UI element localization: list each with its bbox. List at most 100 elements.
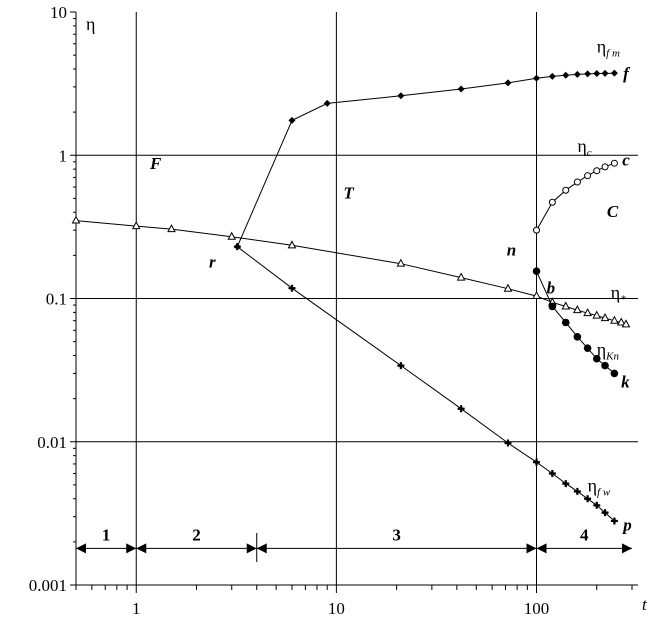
data-point (561, 318, 570, 327)
series-label: ηKn (597, 340, 620, 363)
data-point (227, 231, 237, 240)
series-label-subscript: f m (606, 48, 620, 60)
data-point (610, 369, 619, 378)
grid-lines (76, 12, 638, 585)
curve-letter: r (209, 252, 216, 271)
data-point (288, 116, 296, 124)
region-label: 3 (392, 525, 401, 544)
region-arrow-head-right (126, 543, 137, 554)
curve-letter: n (507, 240, 516, 259)
region-label: 4 (580, 525, 589, 544)
y-tick-label: 10 (50, 3, 67, 22)
region-label: 1 (102, 525, 111, 544)
data-point (573, 70, 581, 78)
data-point (584, 70, 592, 78)
curve-letter: C (607, 202, 619, 221)
curve-letter: b (547, 279, 556, 298)
series (233, 69, 618, 251)
region-arrow: 4 (536, 525, 632, 554)
series-label: ηf w (588, 475, 611, 498)
data-point (71, 215, 81, 224)
data-point (583, 344, 592, 352)
curve-letter: F (149, 154, 162, 173)
region-arrow-head-left (76, 543, 86, 554)
data-point (323, 99, 331, 107)
y-tick-label: 1 (59, 146, 68, 165)
x-tick-label: 1 (132, 599, 141, 618)
data-point (532, 267, 541, 276)
region-label: 2 (192, 525, 201, 544)
series (532, 267, 619, 378)
data-point (532, 291, 541, 300)
data-point-core (290, 286, 294, 291)
region-arrow: 3 (256, 525, 537, 554)
data-point (131, 221, 141, 230)
data-point (621, 319, 631, 328)
series-label: ηc (577, 136, 591, 159)
region-arrow-head-left (256, 543, 267, 554)
data-point (610, 315, 619, 324)
y-tick-label: 0.1 (46, 290, 67, 309)
series-label-main: η (597, 37, 606, 57)
data-point-core (550, 471, 555, 476)
series-label-main: η (611, 283, 620, 303)
data-point (504, 79, 512, 87)
data-point (456, 272, 466, 281)
x-tick-label: 100 (524, 599, 550, 618)
curve-letter: f (623, 64, 631, 83)
data-point (592, 354, 601, 363)
data-point (548, 302, 557, 311)
data-point-core (612, 519, 617, 523)
series-label-subscript: * (620, 294, 626, 306)
series-line (536, 162, 615, 231)
series-label-main: η (577, 136, 586, 156)
curve-letter: T (343, 183, 354, 202)
data-point (583, 308, 592, 317)
data-point (616, 317, 626, 326)
series-label-subscript: f w (597, 486, 611, 498)
data-point-core (534, 460, 539, 464)
series-line (75, 220, 627, 325)
data-point (503, 283, 513, 292)
region-arrow-head-right (526, 543, 537, 554)
data-point-core (506, 441, 510, 445)
data-point-core (235, 244, 240, 249)
data-point (167, 224, 176, 233)
data-point-core (459, 406, 463, 411)
series-label-main: η (597, 340, 606, 360)
data-point (562, 71, 570, 79)
data-point (593, 70, 601, 78)
series-label: η* (611, 283, 626, 306)
series-label: ηf m (597, 37, 620, 60)
series-label-subscript: Kn (605, 351, 619, 363)
data-point (573, 178, 581, 186)
series (533, 159, 618, 234)
data-point-core (594, 503, 599, 508)
x-tick-label: 10 (328, 599, 345, 618)
data-point (396, 258, 406, 267)
data-point (548, 72, 556, 80)
region-arrow-head-left (136, 543, 147, 554)
region-arrow: 2 (136, 525, 257, 554)
data-point-core (585, 496, 590, 501)
data-point (593, 167, 601, 175)
series-label-main: η (588, 475, 597, 495)
axes: η t 0.001 0.01 0.1 1 10 1 10 100 (29, 3, 648, 618)
data-point (562, 186, 570, 194)
series-layer (71, 69, 631, 525)
data-point (600, 313, 610, 322)
data-point (601, 163, 609, 171)
series-line (236, 72, 615, 247)
series (71, 215, 631, 328)
data-point (533, 226, 541, 234)
data-point (287, 240, 297, 249)
data-point (601, 69, 609, 77)
region-arrow: 1 (76, 525, 137, 554)
series-label-subscript: c (587, 147, 592, 159)
data-point (610, 159, 618, 167)
curve-letter: p (621, 516, 632, 535)
curve-letter: k (621, 372, 630, 391)
data-point (457, 85, 465, 93)
